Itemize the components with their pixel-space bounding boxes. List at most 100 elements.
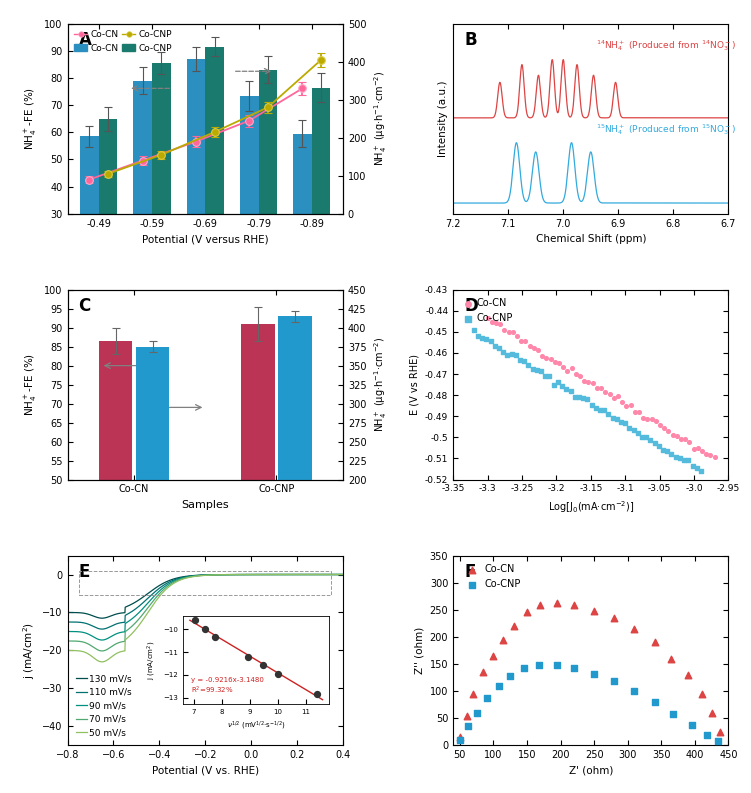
Bar xyxy=(312,87,330,295)
Co-CNP xyxy=(468,324,480,336)
Co-CN xyxy=(578,374,590,387)
Y-axis label: NH$_4^+$ (μg·h$^{-1}$·cm$^{-2}$): NH$_4^+$ (μg·h$^{-1}$·cm$^{-2}$) xyxy=(372,337,389,432)
90 mV/s xyxy=(63,626,72,636)
Co-CNP xyxy=(531,363,543,376)
Co-CNP xyxy=(602,408,614,420)
70 mV/s xyxy=(278,569,287,579)
Legend: Co-CN, Co-CNP: Co-CN, Co-CNP xyxy=(458,294,517,328)
Co-CN xyxy=(608,611,620,624)
Y-axis label: NH$_4^+$-FE (%): NH$_4^+$-FE (%) xyxy=(23,353,39,416)
Co-CNP xyxy=(505,347,517,360)
Co-CNP xyxy=(481,333,493,346)
70 mV/s xyxy=(175,575,184,584)
Y-axis label: NH$_4^+$-FE (%): NH$_4^+$-FE (%) xyxy=(23,87,39,151)
Co-CNP xyxy=(472,330,484,343)
Co-CN xyxy=(490,317,502,330)
110 mV/s xyxy=(175,573,184,583)
Co-CNP xyxy=(552,376,564,389)
Co-CN xyxy=(587,377,599,390)
Co-CN xyxy=(695,688,707,700)
Co-CN xyxy=(588,604,600,617)
Co-CN xyxy=(566,362,578,374)
50 mV/s xyxy=(175,576,184,585)
50 mV/s xyxy=(339,569,348,579)
70 mV/s xyxy=(283,569,292,579)
X-axis label: Samples: Samples xyxy=(182,500,229,510)
Co-CN xyxy=(515,335,527,347)
Text: $^{15}$NH$_4^+$ (Produced from $^{15}$NO$_3^-$): $^{15}$NH$_4^+$ (Produced from $^{15}$NO… xyxy=(596,121,736,136)
110 mV/s xyxy=(185,572,194,581)
70 mV/s xyxy=(185,573,194,582)
70 mV/s xyxy=(252,569,261,579)
Co-CNP xyxy=(598,404,610,416)
Co-CN xyxy=(662,424,674,437)
Co-CNP xyxy=(523,358,535,371)
50 mV/s xyxy=(63,646,72,655)
Text: B: B xyxy=(464,32,477,49)
Bar xyxy=(136,347,169,631)
110 mV/s xyxy=(339,569,348,579)
Co-CN xyxy=(629,405,641,418)
Co-CNP xyxy=(678,454,690,466)
Co-CN xyxy=(633,405,645,418)
Co-CNP xyxy=(607,412,619,424)
Co-CN xyxy=(499,324,511,336)
Line: 130 mV/s: 130 mV/s xyxy=(68,574,343,619)
90 mV/s xyxy=(175,574,184,584)
130 mV/s xyxy=(63,607,72,617)
130 mV/s xyxy=(91,612,100,622)
Co-CNP xyxy=(668,707,680,720)
Bar xyxy=(187,59,205,295)
Co-CN xyxy=(706,707,718,719)
Co-CN xyxy=(629,623,641,635)
Co-CN xyxy=(650,415,662,427)
Co-CN xyxy=(665,653,677,665)
Co-CN xyxy=(709,450,721,463)
Co-CN xyxy=(620,400,632,412)
Co-CN xyxy=(714,726,726,738)
Co-CNP xyxy=(573,390,585,403)
90 mV/s xyxy=(185,572,194,581)
Line: 90 mV/s: 90 mV/s xyxy=(68,574,343,640)
Co-CNP xyxy=(518,354,530,367)
Co-CN xyxy=(570,367,582,380)
90 mV/s xyxy=(252,569,261,579)
Co-CN xyxy=(654,418,666,431)
Co-CN xyxy=(583,376,595,389)
Co-CNP xyxy=(644,434,656,446)
Bar xyxy=(279,316,312,631)
110 mV/s xyxy=(278,569,287,579)
Co-CN xyxy=(616,396,628,408)
Co-CNP xyxy=(565,385,577,397)
Co-CNP xyxy=(691,462,703,474)
Co-CN xyxy=(637,412,649,424)
Co-CN xyxy=(508,619,520,632)
Line: 70 mV/s: 70 mV/s xyxy=(68,574,343,651)
Co-CN xyxy=(646,413,658,426)
130 mV/s xyxy=(175,573,184,582)
Co-CNP xyxy=(695,465,707,477)
Co-CNP xyxy=(462,720,474,733)
Co-CN xyxy=(481,312,493,324)
Co-CN xyxy=(536,350,548,362)
Co-CNP xyxy=(611,412,623,425)
Co-CN xyxy=(700,448,712,461)
50 mV/s xyxy=(91,654,100,664)
Co-CN xyxy=(608,391,620,404)
Y-axis label: Z'' (ohm): Z'' (ohm) xyxy=(414,626,424,674)
Co-CN xyxy=(557,361,569,374)
Co-CNP xyxy=(619,416,631,429)
Co-CNP xyxy=(701,728,713,741)
Text: F: F xyxy=(464,563,475,581)
Co-CN xyxy=(682,668,694,681)
Co-CN xyxy=(688,442,700,455)
110 mV/s xyxy=(98,624,107,634)
X-axis label: Log[J$_0$(mA·cm$^{-2}$)]: Log[J$_0$(mA·cm$^{-2}$)] xyxy=(547,499,634,515)
Legend: 130 mV/s, 110 mV/s, 90 mV/s, 70 mV/s, 50 mV/s: 130 mV/s, 110 mV/s, 90 mV/s, 70 mV/s, 50… xyxy=(72,671,135,741)
Co-CN xyxy=(507,326,519,339)
Co-CNP xyxy=(628,424,640,437)
Co-CN xyxy=(502,326,514,339)
Co-CNP xyxy=(544,370,556,382)
Co-CNP xyxy=(556,380,568,393)
Co-CN xyxy=(568,599,580,611)
